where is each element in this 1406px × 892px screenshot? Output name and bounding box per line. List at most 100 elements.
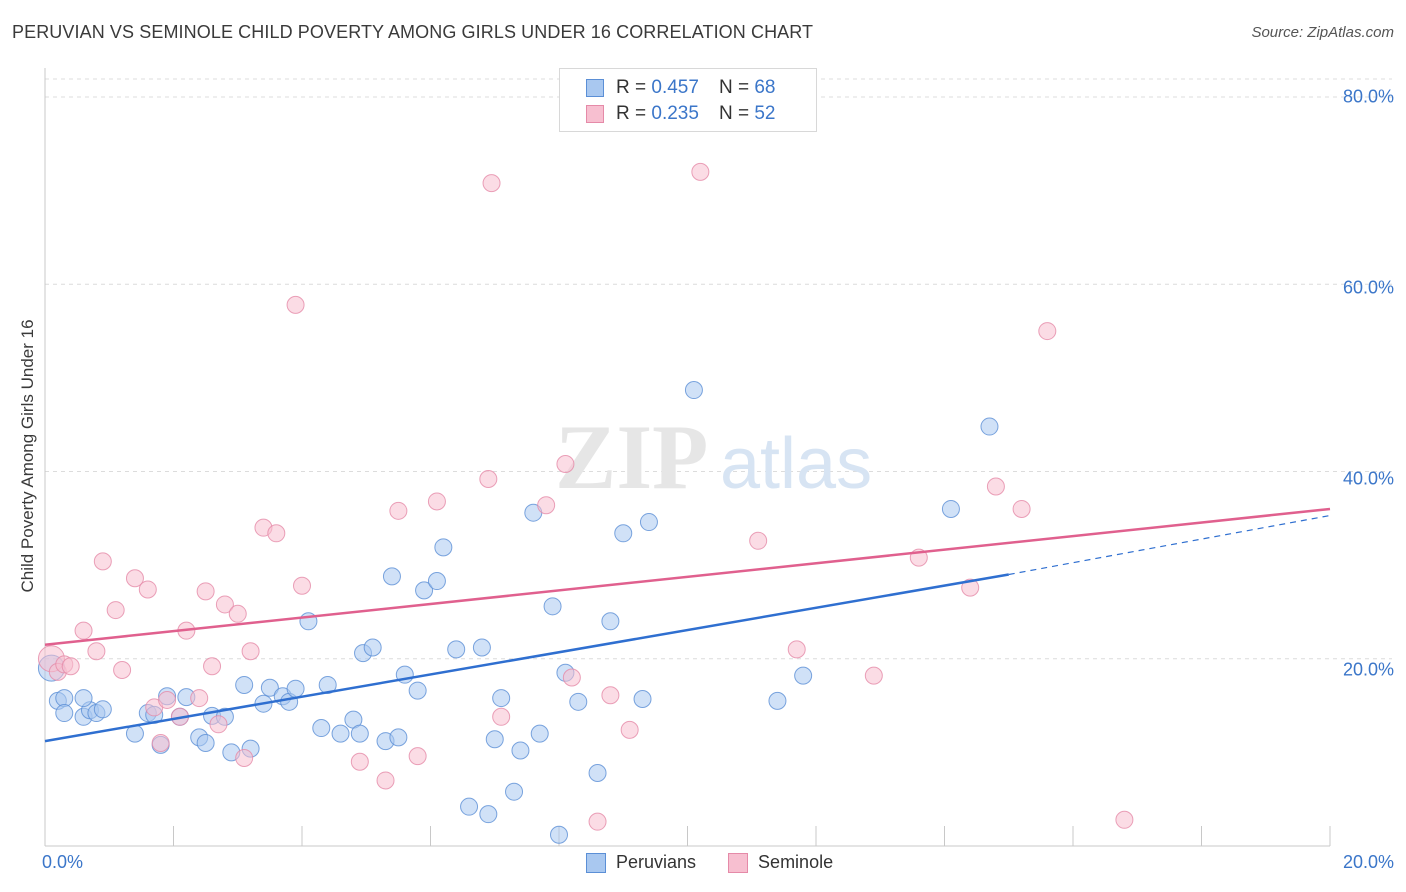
peruvian-point bbox=[530, 724, 549, 743]
seminole-point bbox=[408, 747, 427, 766]
peruvians-legend-label: Peruvians bbox=[616, 852, 697, 872]
seminole-point bbox=[74, 621, 93, 640]
seminole-point bbox=[479, 469, 498, 488]
peruvian-point bbox=[235, 675, 254, 694]
seminole-point bbox=[556, 455, 575, 474]
seminole-point bbox=[601, 686, 620, 705]
legend-row-seminole: R = 0.235 N = 52 bbox=[586, 102, 775, 126]
seminole-point bbox=[986, 477, 1005, 496]
peruvian-point bbox=[588, 763, 607, 782]
x-tick-label: 0.0% bbox=[42, 852, 84, 872]
peruvian-point bbox=[93, 700, 112, 719]
peruvian-point bbox=[639, 513, 658, 532]
peruvian-point bbox=[460, 797, 479, 816]
seminole-point bbox=[286, 295, 305, 314]
peruvian-point bbox=[350, 724, 369, 743]
seminole-point bbox=[203, 657, 222, 676]
seminole-point bbox=[427, 492, 446, 511]
peruvian-point bbox=[286, 679, 305, 698]
peruvian-point bbox=[331, 724, 350, 743]
seminole-point bbox=[350, 752, 369, 771]
seminole-point bbox=[87, 642, 106, 661]
watermark-zip: ZIP bbox=[555, 406, 708, 508]
peruvian-point bbox=[55, 704, 74, 723]
peruvians-trend-line bbox=[44, 573, 1009, 743]
peruvian-point bbox=[382, 567, 401, 586]
n-label: N = bbox=[718, 77, 750, 98]
y-tick-label: 40.0% bbox=[1342, 468, 1394, 489]
seminole-trend-line bbox=[44, 507, 1331, 646]
series-legend: Peruvians Seminole bbox=[586, 852, 865, 873]
peruvian-point bbox=[485, 730, 504, 749]
seminole-point bbox=[151, 734, 170, 753]
peruvians-legend-swatch bbox=[586, 852, 606, 873]
peruvian-point bbox=[427, 572, 446, 591]
r-value: 0.235 bbox=[651, 103, 699, 124]
seminole-point bbox=[482, 174, 501, 193]
seminole-legend-swatch bbox=[728, 852, 749, 873]
seminole-point bbox=[125, 569, 144, 588]
source-label: Source: ZipAtlas.com bbox=[1251, 24, 1394, 41]
seminole-point bbox=[1115, 810, 1134, 829]
y-tick-label: 60.0% bbox=[1342, 277, 1394, 298]
n-value: 68 bbox=[754, 77, 776, 98]
seminole-point bbox=[113, 660, 132, 679]
seminole-point bbox=[562, 668, 581, 687]
seminole-point bbox=[389, 501, 408, 520]
y-tick-label: 80.0% bbox=[1342, 86, 1394, 107]
seminole-point bbox=[215, 595, 234, 614]
peruvian-point bbox=[550, 825, 568, 844]
legend-row-peruvians: R = 0.457 N = 68 bbox=[586, 76, 775, 100]
r-label: R = bbox=[616, 103, 647, 124]
peruvian-point bbox=[196, 734, 215, 753]
peruvian-point bbox=[543, 597, 562, 616]
legend-item-seminole[interactable]: Seminole bbox=[728, 852, 833, 873]
seminole-point bbox=[864, 666, 883, 685]
y-tick-label: 20.0% bbox=[1342, 659, 1394, 680]
legend-item-peruvians[interactable]: Peruvians bbox=[586, 852, 696, 873]
seminole-point bbox=[293, 576, 311, 595]
seminole-point bbox=[158, 690, 177, 709]
seminole-point bbox=[209, 715, 228, 734]
seminole-point bbox=[691, 162, 710, 181]
peruvians-trend-extension bbox=[1008, 514, 1331, 576]
correlation-legend: R = 0.457 N = 68 R = 0.235 N = 52 bbox=[559, 68, 817, 132]
seminole-point bbox=[235, 748, 254, 767]
peruvian-point bbox=[260, 678, 279, 697]
peruvian-point bbox=[569, 692, 588, 711]
seminole-point bbox=[93, 552, 112, 571]
seminole-point bbox=[537, 496, 556, 515]
seminole-point bbox=[196, 582, 215, 601]
peruvian-point bbox=[601, 612, 620, 631]
n-value: 52 bbox=[754, 103, 776, 124]
peruvian-point bbox=[768, 691, 787, 710]
peruvian-point bbox=[312, 719, 331, 738]
peruvian-point bbox=[505, 782, 524, 801]
seminole-point bbox=[1012, 499, 1031, 518]
peruvian-point bbox=[447, 640, 466, 659]
peruvian-point bbox=[74, 689, 93, 708]
peruvian-point bbox=[408, 681, 427, 700]
peruvian-point bbox=[479, 805, 498, 824]
seminole-point bbox=[588, 812, 607, 831]
peruvian-point bbox=[980, 417, 999, 436]
peruvian-point bbox=[472, 638, 491, 657]
seminole-point bbox=[787, 640, 806, 659]
peruvian-point bbox=[511, 741, 530, 760]
peruvian-point bbox=[614, 524, 633, 543]
seminole-point bbox=[138, 580, 157, 599]
peruvian-point bbox=[633, 690, 652, 709]
seminole-point bbox=[241, 642, 260, 661]
seminole-point bbox=[61, 657, 80, 676]
seminole-swatch bbox=[586, 105, 604, 123]
r-label: R = bbox=[616, 77, 647, 98]
peruvian-point bbox=[415, 581, 434, 600]
seminole-point bbox=[228, 604, 247, 623]
r-value: 0.457 bbox=[651, 77, 699, 98]
peruvian-point bbox=[363, 638, 382, 657]
peruvian-point bbox=[389, 728, 408, 747]
peruvian-point bbox=[492, 689, 511, 708]
seminole-point bbox=[620, 720, 639, 739]
peruvian-point bbox=[55, 689, 74, 708]
